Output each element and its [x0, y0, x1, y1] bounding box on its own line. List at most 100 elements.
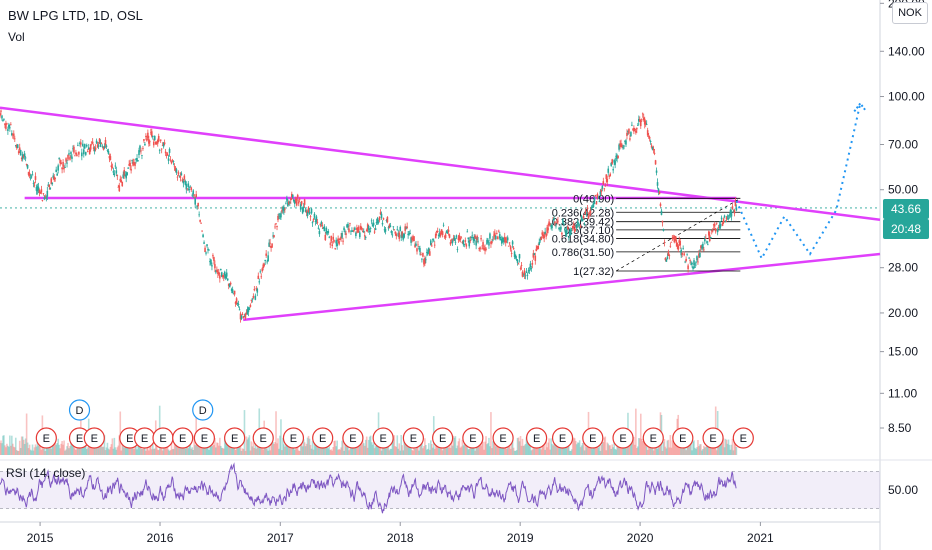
candle-body [640, 119, 643, 121]
currency-button[interactable]: NOK [892, 2, 928, 24]
volume-bar [651, 447, 654, 455]
candle-body [7, 129, 9, 131]
candle-body [682, 248, 684, 250]
candle-body [428, 248, 430, 252]
volume-bar [10, 445, 12, 455]
volume-bar [55, 444, 57, 455]
volume-bar [340, 447, 342, 455]
candle-body [518, 254, 521, 259]
candle-body [278, 214, 280, 216]
candle-body [268, 242, 270, 247]
candle-body [670, 241, 673, 243]
candle-body [199, 220, 201, 222]
candle-body [223, 271, 226, 276]
x-axis[interactable]: 2015 2016 2017 2018 2019 2020 2021 [27, 522, 774, 545]
candle-body [642, 117, 645, 121]
candle-body [572, 223, 575, 226]
volume-bar [483, 449, 485, 455]
candle-body [610, 162, 613, 166]
candle-body [35, 186, 38, 191]
candle-body [723, 215, 726, 218]
candle-body [685, 258, 687, 262]
candle-body [96, 144, 99, 148]
volume-bar [217, 442, 219, 455]
candle-body [522, 273, 525, 275]
candle-body [396, 229, 399, 231]
volume-bar [274, 442, 276, 455]
volume-bar [389, 448, 392, 455]
volume-bar [368, 436, 371, 455]
candle-body [704, 239, 706, 242]
candle-body [130, 168, 132, 171]
volume-bar [191, 447, 194, 455]
candle-body [694, 266, 696, 268]
volume-bar [657, 441, 660, 455]
volume-bar [73, 444, 75, 455]
volume-bar [174, 441, 177, 455]
volume-bar [317, 442, 320, 455]
volume-bar [684, 444, 686, 455]
volume-bar [123, 447, 126, 455]
volume-bar [293, 449, 296, 455]
volume-bar [221, 448, 224, 455]
candle-body [222, 276, 225, 278]
fibonacci-retracement[interactable]: 0(46.90)0.236(42.28)0.382(39.42)0.5(37.1… [552, 193, 741, 278]
candle-body [225, 272, 228, 277]
volume-bar [116, 447, 119, 455]
y-axis[interactable]: 200.00140.00100.0070.0050.0028.0020.0015… [880, 0, 925, 435]
candle-body [201, 230, 203, 232]
candle-body [624, 140, 626, 143]
candle-body [115, 170, 118, 174]
volume-bar [495, 446, 497, 455]
volume-bar [59, 448, 61, 455]
candle-body [638, 118, 640, 122]
candle-body [110, 165, 113, 168]
candle-body [400, 234, 403, 238]
candle-body [653, 152, 656, 154]
candle-body [62, 162, 64, 167]
earnings-marker [282, 427, 305, 449]
candle-body [23, 153, 26, 157]
candle-body [634, 128, 636, 130]
volume-bar [424, 438, 426, 455]
candle-body [645, 124, 648, 125]
candle-body [15, 144, 18, 148]
volume-bar [280, 419, 282, 455]
candle-body [273, 235, 275, 238]
volume-bar [486, 444, 488, 455]
rsi-pane: 50.00 [0, 462, 918, 514]
volume-bar [161, 450, 164, 455]
volume-bar [206, 447, 208, 455]
volume-bar [269, 450, 271, 455]
volume-bar [610, 448, 613, 455]
candle-body [2, 119, 4, 121]
volume-bar [669, 435, 672, 455]
candle-body [89, 144, 92, 150]
projection-path[interactable] [735, 101, 868, 261]
trendlines[interactable] [0, 106, 881, 322]
volume-bar [625, 448, 627, 455]
candle-body [329, 243, 332, 245]
candle-body [398, 232, 401, 239]
candle-body [565, 231, 567, 236]
candle-body [495, 236, 497, 240]
candle-body [352, 230, 354, 232]
volume-bar [652, 450, 655, 455]
volume-bar [576, 442, 579, 455]
countdown-badge: 20:48 [883, 219, 929, 239]
candle-body [566, 228, 568, 234]
volume-bar [188, 441, 191, 455]
candle-body [305, 211, 308, 214]
volume-bar [142, 448, 144, 455]
candle-body [13, 138, 16, 140]
volume-bar [528, 443, 531, 455]
volume-bar [366, 447, 369, 455]
volume-bar [1, 443, 3, 455]
candle-body [420, 253, 422, 255]
candle-body [275, 223, 277, 225]
projection-line [735, 103, 862, 261]
volume-bar [184, 448, 187, 455]
event-markers[interactable]: E E E E E E E E E E E E E E E E E E E E E E E E E ED D [35, 399, 754, 449]
volume-bar [165, 445, 168, 455]
